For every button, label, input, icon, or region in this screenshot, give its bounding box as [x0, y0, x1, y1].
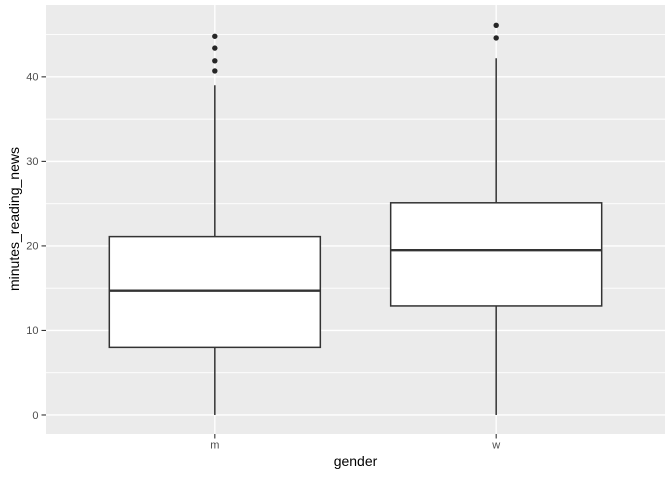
outlier-point: [212, 33, 218, 39]
outlier-point: [212, 58, 218, 64]
x-tick-label: w: [491, 440, 500, 452]
outlier-point: [212, 45, 218, 51]
outlier-point: [493, 22, 499, 28]
box-iqr: [108, 235, 322, 349]
y-tick-label: 0: [32, 410, 38, 422]
outlier-point: [493, 35, 499, 41]
outlier-point: [212, 68, 218, 74]
y-axis-title: minutes_reading_news: [6, 147, 22, 292]
x-axis-title: gender: [333, 453, 378, 469]
y-tick-label: 20: [26, 241, 38, 253]
y-tick-label: 10: [26, 325, 38, 337]
box-iqr: [389, 202, 603, 307]
x-tick-label: m: [210, 440, 219, 452]
y-tick-label: 30: [26, 156, 38, 168]
y-tick-label: 40: [26, 72, 38, 84]
